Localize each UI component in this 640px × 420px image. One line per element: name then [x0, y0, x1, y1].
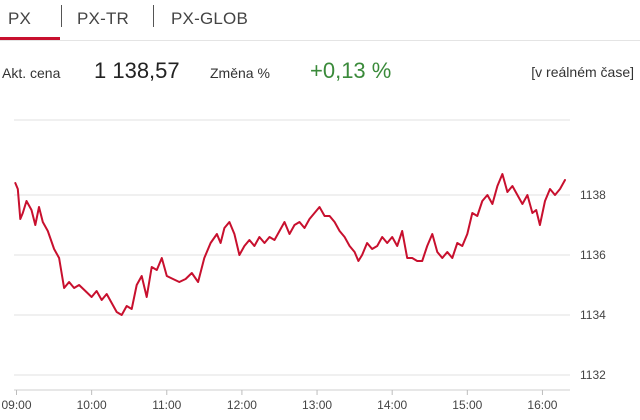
x-tick-label: 09:00 [1, 398, 31, 412]
tab-separator [61, 5, 62, 27]
tabs-divider [0, 40, 640, 41]
x-axis-ticks: 09:00 10:00 11:00 12:00 13:00 14:00 15:00 16:00 [1, 390, 558, 412]
index-tabs: PX PX-TR PX-GLOB [0, 0, 640, 41]
grid-lines [14, 119, 570, 391]
change-value: +0,13 % [310, 58, 392, 83]
x-tick-label: 12:00 [227, 398, 257, 412]
active-tab-indicator [0, 37, 60, 40]
series-line [14, 173, 566, 316]
price-value: 1 138,57 [94, 58, 180, 83]
x-tick-label: 15:00 [452, 398, 482, 412]
price-label: Akt. cena [2, 65, 61, 81]
intraday-line-chart: 09:00 10:00 11:00 12:00 13:00 14:00 15:00 16:00… [1, 119, 606, 412]
realtime-label: [v reálném čase] [531, 64, 634, 80]
x-tick-label: 16:00 [527, 398, 557, 412]
x-tick-label: 14:00 [377, 398, 407, 412]
quote-summary: Akt. cena 1 138,57 Změna % +0,13 % [v re… [0, 56, 640, 90]
tab-px-glob[interactable]: PX-GLOB [171, 9, 248, 28]
y-tick-label: 1134 [580, 308, 606, 322]
x-tick-label: 13:00 [302, 398, 332, 412]
x-tick-label: 11:00 [152, 398, 181, 412]
tab-px-tr[interactable]: PX-TR [77, 9, 129, 28]
series-layer [14, 173, 566, 316]
y-tick-label: 1136 [580, 248, 606, 262]
y-tick-label: 1132 [580, 368, 606, 382]
y-tick-label: 1138 [580, 188, 606, 202]
tab-px[interactable]: PX [8, 9, 32, 28]
y-axis-ticks: 1138 1136 1134 1132 [580, 188, 606, 382]
x-tick-label: 10:00 [77, 398, 107, 412]
change-label: Změna % [210, 65, 270, 81]
tab-separator [153, 5, 154, 27]
